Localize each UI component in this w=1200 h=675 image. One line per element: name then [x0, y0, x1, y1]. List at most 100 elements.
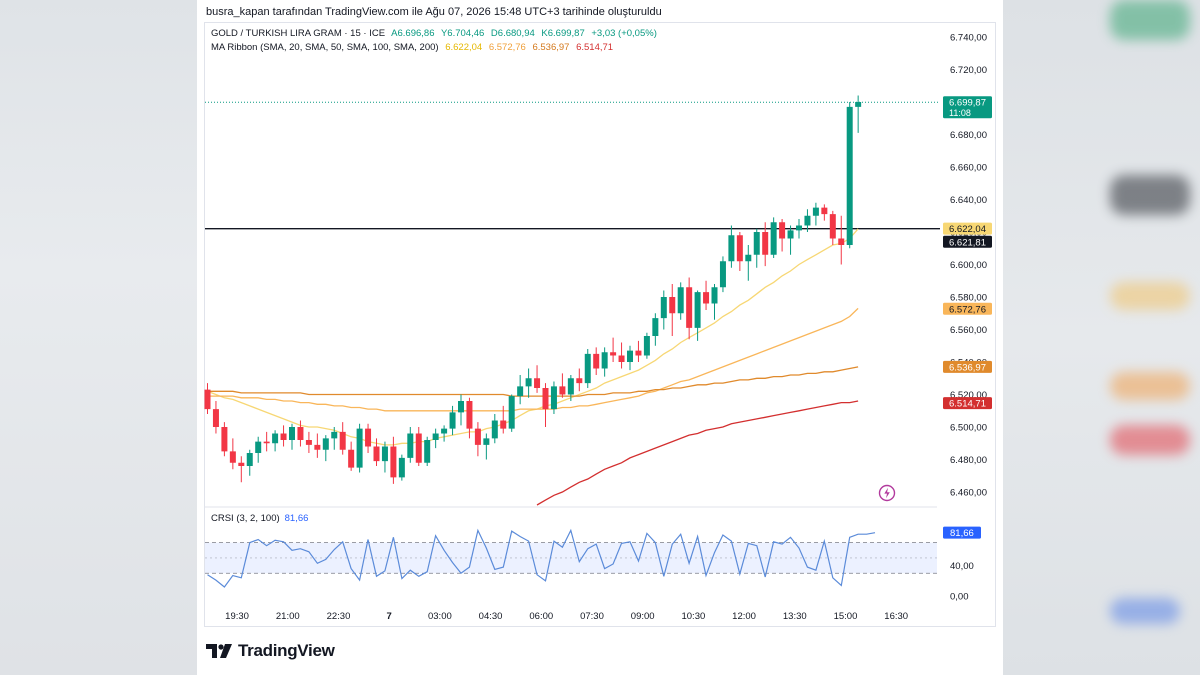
- y-tick-label: 6.680,00: [950, 130, 987, 141]
- crsi-y-tick-label: 40,00: [950, 561, 974, 572]
- crsi-line: [207, 528, 876, 588]
- candle: [449, 405, 456, 436]
- candle: [424, 436, 431, 466]
- candle-body: [812, 207, 819, 216]
- x-tick-label: 16:30: [884, 611, 908, 622]
- candle-body: [407, 433, 414, 458]
- candle: [280, 425, 287, 447]
- candle-body: [263, 441, 270, 444]
- candle: [762, 222, 769, 267]
- price-axis-label-text: 6.572,76: [949, 304, 986, 315]
- crsi-y-tick-label: 0,00: [950, 592, 969, 603]
- candle: [525, 368, 532, 398]
- candle-body: [652, 318, 659, 336]
- crsi-axis-label-bg: [943, 526, 981, 539]
- candle: [297, 420, 304, 447]
- x-tick-label: 03:00: [428, 611, 452, 622]
- candle: [550, 381, 557, 414]
- candle: [508, 394, 515, 432]
- background-blob-red: [1110, 425, 1190, 455]
- candle: [576, 368, 583, 392]
- price-axis-label: 6.536,97: [943, 360, 992, 373]
- high-value: Y6.704,46: [440, 28, 485, 39]
- candle: [305, 431, 312, 453]
- candle-body: [627, 350, 633, 362]
- price-axis-label: 6.514,71: [943, 397, 992, 410]
- candle: [407, 427, 414, 463]
- tradingview-logo[interactable]: TradingView: [206, 641, 335, 661]
- candle-body: [398, 457, 405, 478]
- candle-body: [660, 297, 667, 319]
- price-axis-label-time: 11:08: [949, 108, 971, 118]
- crsi-legend: CRSI (3, 2, 100) 81,66: [211, 513, 308, 524]
- candle-body: [618, 355, 625, 362]
- candle-body: [770, 222, 777, 255]
- candle-body: [719, 261, 726, 288]
- candle-body: [567, 378, 574, 395]
- candle: [204, 383, 211, 414]
- y-tick-label: 6.520,00: [950, 390, 987, 401]
- candle-body: [762, 232, 769, 255]
- candle: [398, 454, 405, 481]
- crsi-axis-label-text: 81,66: [950, 528, 974, 539]
- candle-body: [796, 225, 802, 231]
- symbol-label[interactable]: GOLD / TURKISH LIRA GRAM · 15 · ICE: [211, 28, 386, 39]
- candle-body: [745, 254, 752, 262]
- candle: [703, 280, 710, 310]
- ma-label[interactable]: MA Ribbon (SMA, 20, SMA, 50, SMA, 100, S…: [211, 42, 439, 53]
- ma20-line: [207, 228, 859, 446]
- candle: [753, 228, 760, 268]
- crsi-label[interactable]: CRSI (3, 2, 100): [211, 513, 280, 524]
- price-axis-label-bg: [943, 397, 992, 410]
- candle-body: [441, 428, 448, 434]
- x-tick-label: 13:30: [783, 611, 807, 622]
- candle: [627, 345, 633, 371]
- candle: [542, 383, 549, 427]
- candle: [711, 284, 718, 320]
- y-tick-label: 6.600,00: [950, 260, 987, 271]
- x-tick-label: 21:00: [276, 611, 300, 622]
- x-tick-label: 12:00: [732, 611, 756, 622]
- ma-legend: MA Ribbon (SMA, 20, SMA, 50, SMA, 100, S…: [211, 42, 617, 53]
- candle: [491, 414, 498, 444]
- candle: [500, 405, 507, 434]
- candle-body: [508, 396, 515, 429]
- candle: [534, 365, 541, 393]
- low-value: D6.680,94: [490, 28, 535, 39]
- candle: [855, 95, 862, 133]
- candle-body: [280, 433, 287, 440]
- candle: [381, 441, 388, 473]
- candle: [821, 204, 828, 221]
- ma200-line: [536, 400, 859, 506]
- candle: [373, 438, 380, 466]
- background-blob-blue: [1110, 598, 1180, 624]
- candle: [770, 217, 777, 258]
- candle: [483, 433, 490, 460]
- candle-body: [728, 235, 735, 262]
- price-axis-label-bg: [943, 96, 992, 119]
- candle-body: [390, 446, 397, 478]
- candle-body: [483, 438, 490, 445]
- candle-body: [474, 428, 481, 445]
- candle: [229, 438, 236, 470]
- candle: [694, 290, 701, 341]
- open-value: A6.696,86: [391, 28, 435, 39]
- price-legend: GOLD / TURKISH LIRA GRAM · 15 · ICE A6.6…: [211, 28, 661, 39]
- candle: [796, 219, 802, 239]
- candle-body: [500, 420, 507, 429]
- candle-body: [584, 353, 591, 384]
- ma50-value: 6.572,76: [488, 42, 526, 53]
- candle: [686, 277, 693, 340]
- chart-card: [197, 0, 1003, 675]
- price-axis-label-text: 6.622,04: [949, 224, 986, 235]
- price-axis-label: 6.621,81: [943, 235, 992, 248]
- background-blob-yellow: [1110, 282, 1190, 310]
- candle-body: [694, 292, 701, 328]
- candle-body: [542, 388, 549, 410]
- y-tick-label: 6.480,00: [950, 455, 987, 466]
- candle: [736, 232, 743, 271]
- price-axis-label-bg: [943, 360, 992, 373]
- candle: [263, 431, 270, 452]
- bolt-icon[interactable]: [878, 484, 896, 502]
